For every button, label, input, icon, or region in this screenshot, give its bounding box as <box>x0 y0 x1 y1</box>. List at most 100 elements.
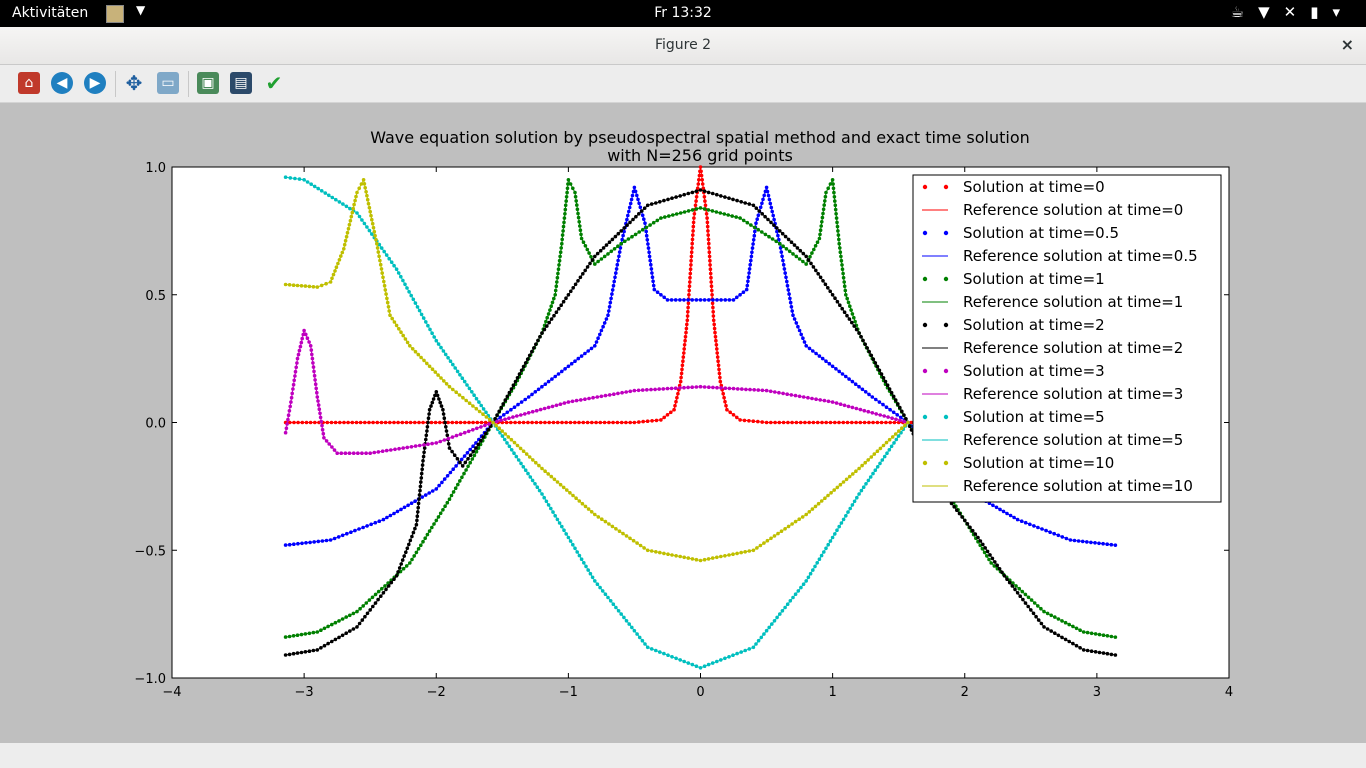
solution-point <box>296 541 300 546</box>
close-button[interactable]: × <box>1340 35 1354 54</box>
back-icon[interactable]: ◀ <box>51 72 73 94</box>
solution-point <box>547 420 551 425</box>
solution-point <box>383 584 387 588</box>
solution-point <box>421 539 425 544</box>
solution-point <box>440 480 444 485</box>
solution-point <box>423 493 428 497</box>
solution-point <box>333 637 338 642</box>
solution-point <box>345 531 349 536</box>
solution-point <box>416 505 421 510</box>
solution-point <box>686 310 690 314</box>
solution-point <box>776 233 780 238</box>
solution-point <box>333 269 337 273</box>
solution-point <box>530 420 534 425</box>
solution-point <box>297 177 302 181</box>
solution-point <box>810 251 814 255</box>
solution-point <box>645 238 650 242</box>
solution-point <box>369 213 373 218</box>
solution-point <box>438 511 443 516</box>
clock[interactable]: Fr 13:32 <box>654 5 712 21</box>
solution-point <box>405 546 410 551</box>
solution-point <box>997 567 1002 571</box>
solution-point <box>892 441 896 445</box>
solution-point <box>475 420 480 425</box>
chevron-down-icon[interactable]: ▼ <box>136 3 146 17</box>
solution-point <box>751 203 756 208</box>
solution-point <box>630 193 635 198</box>
solution-point <box>836 229 840 233</box>
solution-point <box>860 387 865 392</box>
forward-icon[interactable]: ▶ <box>84 72 106 94</box>
solution-point <box>563 212 567 216</box>
solution-point <box>775 229 779 234</box>
solution-point <box>1113 653 1118 657</box>
legend-marker <box>922 230 928 236</box>
solution-point <box>833 420 837 425</box>
wifi-icon: ▼ <box>1258 3 1284 21</box>
pan-icon[interactable]: ✥ <box>125 71 143 95</box>
solution-point <box>596 336 600 340</box>
solution-point <box>553 374 557 379</box>
solution-point <box>538 335 542 339</box>
solution-point <box>368 209 373 214</box>
solution-point <box>767 234 771 239</box>
solution-point <box>550 404 555 409</box>
solution-point <box>686 661 691 665</box>
solution-point <box>830 364 835 369</box>
solution-point <box>287 283 292 287</box>
solution-point <box>373 601 378 605</box>
solution-point <box>458 479 462 483</box>
solution-point <box>453 366 458 370</box>
zoom-icon[interactable]: ▭ <box>157 72 179 94</box>
app-menu-icon[interactable] <box>106 5 124 23</box>
solution-point <box>785 392 789 397</box>
solution-point <box>564 199 568 203</box>
system-tray[interactable]: ☕▼✕▮▾ <box>1231 3 1354 21</box>
solution-point <box>526 411 531 415</box>
home-icon[interactable]: ⌂ <box>18 72 40 94</box>
solution-point <box>498 415 503 420</box>
solution-point <box>751 548 756 553</box>
solution-point <box>604 317 609 321</box>
solution-point <box>300 420 305 425</box>
solution-point <box>847 474 852 479</box>
solution-point <box>841 420 846 425</box>
solution-point <box>380 271 385 275</box>
solution-point <box>695 186 700 191</box>
solution-point <box>602 321 607 325</box>
coffee-icon[interactable]: ☕ <box>1230 3 1259 21</box>
solution-point <box>581 240 586 244</box>
series-time-10 <box>283 178 910 563</box>
solution-point <box>566 182 570 186</box>
solution-point <box>351 206 356 211</box>
solution-point <box>624 420 628 425</box>
solution-point <box>344 631 349 635</box>
solution-point <box>407 290 411 294</box>
solution-point <box>994 505 999 510</box>
solution-point <box>462 430 467 435</box>
legend-label: Solution at time=10 <box>963 454 1114 472</box>
activities-button[interactable]: Aktivitäten <box>12 5 89 21</box>
solution-point <box>670 553 674 557</box>
solution-point <box>622 226 626 230</box>
solution-point <box>350 420 355 425</box>
solution-point <box>376 450 381 454</box>
configure-subplots-icon[interactable]: ▣ <box>197 72 219 94</box>
edit-check-icon[interactable]: ✔ <box>265 71 283 95</box>
solution-point <box>719 658 723 662</box>
solution-point <box>683 338 687 343</box>
solution-point <box>890 416 894 421</box>
solution-point <box>707 254 712 259</box>
solution-point <box>573 282 578 287</box>
solution-point <box>397 327 401 331</box>
solution-point <box>609 296 613 301</box>
chevron-down-icon[interactable]: ▾ <box>1332 3 1354 21</box>
solution-point <box>358 420 363 425</box>
solution-point <box>688 280 692 284</box>
solution-point <box>727 298 732 302</box>
solution-point <box>679 375 683 380</box>
solution-point <box>425 361 429 366</box>
save-icon[interactable]: ▤ <box>230 72 252 94</box>
solution-point <box>588 261 592 266</box>
solution-point <box>442 379 446 383</box>
